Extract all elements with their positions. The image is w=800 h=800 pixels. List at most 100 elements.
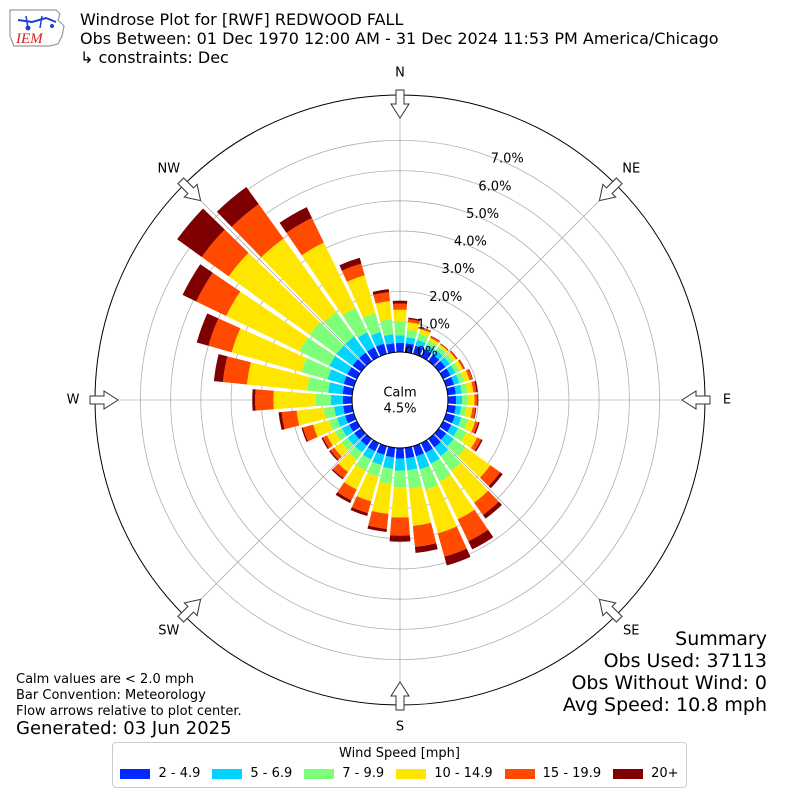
rose-bar-segment xyxy=(426,340,438,350)
rose-bar-segment xyxy=(348,446,363,460)
obs-range: Obs Between: 01 Dec 1970 12:00 AM - 31 D… xyxy=(80,29,719,48)
rose-bar-segment xyxy=(322,435,333,449)
rose-bar-segment xyxy=(330,447,342,460)
rose-bar-segment xyxy=(420,327,431,333)
compass-label: SW xyxy=(158,624,179,639)
rose-bar-segment xyxy=(301,242,356,316)
rose-bar-segment xyxy=(413,443,425,457)
radial-tick-labels: 0.0%1.0%2.0%3.0%4.0%5.0%6.0%7.0% xyxy=(405,152,524,360)
rose-bar-segment xyxy=(341,424,354,437)
grid-spoke xyxy=(184,184,367,367)
rose-bar-segment xyxy=(407,468,422,489)
rose-bar-segment xyxy=(336,345,359,366)
compass-label: N xyxy=(395,66,405,81)
rose-bar-segment xyxy=(443,413,455,424)
rose-bar-segment xyxy=(462,395,468,405)
rose-bar-segment xyxy=(436,346,447,356)
rose-bar-segment xyxy=(231,328,307,373)
rose-bar-segment xyxy=(301,358,332,380)
rose-bar-segment xyxy=(342,385,354,396)
rose-bar-segment xyxy=(474,422,480,434)
rose-bar-segment xyxy=(468,368,473,380)
calm-note: Calm values are < 2.0 mph xyxy=(16,672,195,687)
rose-bar-segment xyxy=(196,313,219,346)
rose-bar-segment xyxy=(454,384,462,395)
rose-bar-segment xyxy=(337,482,357,501)
flow-note: Flow arrows relative to plot center. xyxy=(16,704,242,719)
compass-labels: N NE E SE S SW W NW xyxy=(67,66,732,735)
rose-bar-segment xyxy=(352,359,366,372)
rose-bar-segment xyxy=(329,356,352,375)
rose-bar-segment xyxy=(474,394,478,406)
rose-bar-segment xyxy=(201,229,249,277)
rose-bar-segment xyxy=(477,394,479,406)
rose-bar-segment xyxy=(440,433,454,447)
rose-bar-segment xyxy=(470,437,482,451)
rose-bar-segment xyxy=(371,481,392,514)
rose-bar-segment xyxy=(412,522,437,548)
rose-bar-segment xyxy=(347,367,361,380)
legend-label: 5 - 6.9 xyxy=(250,766,293,781)
rose-bar-segment xyxy=(356,454,372,471)
rose-bar-segment xyxy=(182,264,213,302)
rose-bar-segment xyxy=(326,431,341,446)
rose-bar-segment xyxy=(458,417,469,429)
rose-bar-segment xyxy=(430,335,441,342)
rose-bar-segment xyxy=(395,342,405,353)
rose-bar-segment xyxy=(474,439,483,452)
rose-bar-segment xyxy=(405,337,416,345)
legend-item: 2 - 4.9 xyxy=(120,766,200,781)
flow-arrow xyxy=(390,681,410,711)
rose-bar-segment xyxy=(351,496,372,514)
flow-arrow xyxy=(177,598,202,623)
rose-bar-segment xyxy=(430,458,451,482)
rose-bar-segment xyxy=(216,186,259,227)
rose-bar-segment xyxy=(434,428,447,440)
legend-item: 7 - 9.9 xyxy=(304,766,384,781)
rose-bar-segment xyxy=(470,407,476,419)
rose-bar-segment xyxy=(420,439,433,453)
rose-bar-segment xyxy=(357,332,375,352)
rose-bar-segment xyxy=(404,343,414,354)
rose-bar-segment xyxy=(296,407,326,426)
rose-bar-segment xyxy=(327,369,347,385)
rose-bar-segment xyxy=(331,469,344,480)
rose-bar-segment xyxy=(301,427,308,442)
rose-bar-segment xyxy=(330,394,344,406)
rose-bar-segment xyxy=(213,354,228,383)
rose-bar-segment xyxy=(440,449,461,471)
radial-tick-label: 4.0% xyxy=(454,235,487,250)
rose-bar-segment xyxy=(430,336,440,343)
rose-bar-segment xyxy=(439,420,452,433)
legend-item: 15 - 19.9 xyxy=(504,766,601,781)
rose-bar-segment xyxy=(390,517,410,536)
rose-bar-segment xyxy=(324,312,355,344)
rose-bar-segment xyxy=(343,404,354,414)
rose-bar-segment xyxy=(453,428,467,442)
rose-bar-segment xyxy=(417,333,429,343)
rose-bar-segment xyxy=(434,441,449,457)
legend-swatch xyxy=(304,768,335,779)
rose-bar-segment xyxy=(313,420,333,438)
rose-bar-segment xyxy=(465,369,473,381)
legend-label: 10 - 14.9 xyxy=(434,766,493,781)
rose-bar-segment xyxy=(407,319,420,325)
rose-bar-segment xyxy=(373,292,390,304)
rose-bar-segment xyxy=(460,383,468,394)
rose-bar-segment xyxy=(346,275,376,318)
logo-text: IEM xyxy=(15,31,44,47)
radial-tick-label: 6.0% xyxy=(478,179,511,194)
rose-bar-segment xyxy=(458,447,491,478)
rose-bar-segment xyxy=(428,434,441,448)
rose-bar-segment xyxy=(474,490,499,515)
rose-bar-segment xyxy=(347,433,360,446)
rose-bar-segment xyxy=(439,474,475,520)
rose-bar-segment xyxy=(465,381,474,394)
rose-bar-segment xyxy=(375,301,392,322)
rose-bar-segment xyxy=(454,360,464,372)
flow-arrows xyxy=(89,89,711,711)
rose-bar-segment xyxy=(419,465,439,490)
rose-bar-segment xyxy=(395,447,405,459)
legend-swatch xyxy=(120,768,151,779)
rose-bar-segment xyxy=(457,509,489,542)
